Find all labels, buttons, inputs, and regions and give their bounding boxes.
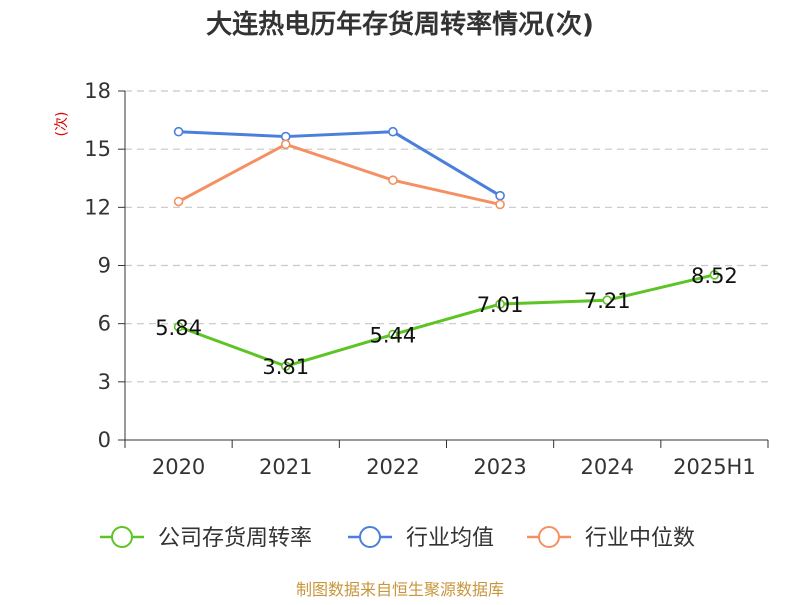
data-labels: 5.84 3.81 5.44 7.01 7.21 8.52 [155,264,738,379]
x-tick-label: 2025H1 [673,455,756,479]
series [173,126,720,371]
y-tick-label: 15 [84,137,111,161]
data-point [602,295,613,306]
y-axis-unit: (次) [54,112,70,137]
y-tick-label: 3 [98,370,111,394]
x-tick-label: 2024 [581,455,634,479]
data-point [173,126,184,137]
legend-swatch-marker [359,526,381,548]
data-label: 8.52 [691,264,738,288]
series-line [178,273,715,368]
y-tick-label: 18 [84,79,111,103]
x-tick-label: 2021 [259,455,312,479]
axes: 0 3 6 9 12 15 18 2020 2021 2022 2023 2024 2025H1 [84,79,769,479]
y-tick-label: 12 [84,195,111,219]
legend-swatch-marker [111,526,133,548]
data-point [173,321,184,332]
data-point [388,329,398,340]
legend-item: 行业均值 [348,526,494,551]
data-point [280,131,291,142]
data-point [280,139,291,150]
data-point [280,361,291,371]
data-point [388,126,398,137]
data-label: 5.84 [155,316,202,340]
data-point [495,190,505,201]
chart-title: 大连热电历年存货周转率情况(次) [206,9,594,40]
y-tick-label: 6 [98,312,111,336]
series-line [178,130,501,197]
data-point [388,175,398,185]
data-label: 3.81 [262,355,309,379]
y-tick-label: 0 [98,428,111,452]
x-tick-label: 2022 [366,455,419,479]
data-point [495,299,505,309]
legend-item: 行业中位数 [527,526,695,551]
y-tick-label: 9 [98,254,111,278]
data-point [495,199,505,210]
legend-item: 公司存货周转率 [100,526,312,551]
legend: 公司存货周转率 行业均值 行业中位数 [100,526,695,551]
series-line [177,142,501,206]
legend-label: 公司存货周转率 [158,526,312,551]
x-tick-label: 2020 [152,455,205,479]
legend-label: 行业均值 [406,526,494,551]
data-point [173,196,184,207]
legend-label: 行业中位数 [585,526,695,551]
legend-swatch-marker [538,526,560,548]
data-label: 7.21 [584,289,631,313]
data-label: 7.01 [477,293,524,317]
source-note: 制图数据来自恒生聚源数据库 [296,580,504,599]
x-tick-label: 2023 [473,455,526,479]
data-point [709,270,720,280]
data-label: 5.44 [370,324,417,348]
